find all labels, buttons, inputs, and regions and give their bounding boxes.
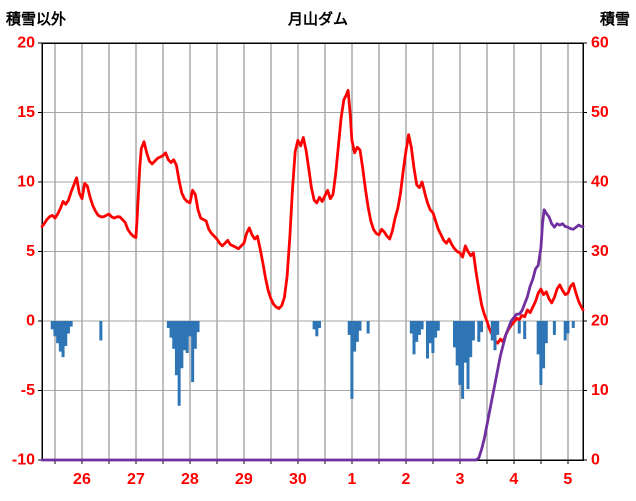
bar-blue-bars <box>180 321 184 369</box>
x-axis-label: 27 <box>127 471 145 488</box>
bar-blue-bars <box>469 321 473 358</box>
bar-blue-bars <box>436 321 440 331</box>
left-axis-label: 20 <box>17 35 35 52</box>
right-axis-label: 60 <box>591 35 609 52</box>
bar-blue-bars <box>315 321 319 337</box>
purple-line <box>40 208 585 462</box>
bar-blue-bars <box>455 321 459 366</box>
bar-blue-bars <box>542 321 546 369</box>
bar-blue-bars <box>523 321 527 340</box>
bar-blue-bars <box>358 321 362 331</box>
bar-blue-bars <box>571 321 575 328</box>
bar-blue-bars <box>99 321 103 341</box>
bar-blue-bars <box>169 321 173 338</box>
bar-blue-bars <box>172 321 176 349</box>
bar-blue-bars <box>188 321 192 337</box>
chart-title: 月山ダム <box>287 11 348 28</box>
left-axis-label: 15 <box>17 104 35 121</box>
bar-blue-bars <box>409 321 413 334</box>
bar-blue-bars <box>66 321 70 334</box>
right-axis-label: 0 <box>591 452 600 469</box>
bar-blue-bars <box>471 321 475 341</box>
bar-blue-bars <box>431 321 435 353</box>
left-axis-label: -10 <box>12 452 35 469</box>
bar-blue-bars <box>412 321 416 355</box>
left-axis-label: 5 <box>26 243 35 260</box>
bar-blue-bars <box>428 321 432 344</box>
left-axis-label: -5 <box>21 382 35 399</box>
right-axis-label: 30 <box>591 243 609 260</box>
bar-blue-bars <box>174 321 178 376</box>
bar-blue-bars <box>539 321 543 385</box>
bar-blue-bars <box>177 321 181 406</box>
left-axis-title: 積雪以外 <box>6 11 67 28</box>
x-axis-label: 26 <box>73 471 91 488</box>
bar-blue-bars <box>318 321 322 328</box>
bar-blue-bars <box>496 321 500 335</box>
right-axis-label: 40 <box>591 174 609 191</box>
bar-blue-bars <box>417 321 421 335</box>
bar-blue-bars <box>50 321 54 330</box>
bar-blue-bars <box>53 321 57 337</box>
bar-blue-bars <box>61 321 65 358</box>
bar-blue-bars <box>64 321 68 347</box>
x-axis-label: 28 <box>181 471 199 488</box>
x-axis-label: 5 <box>563 471 572 488</box>
bar-blue-bars <box>183 321 187 351</box>
bar-blue-bars <box>420 321 424 330</box>
right-axis-title: 積雪 <box>599 11 630 28</box>
bar-blue-bars <box>193 321 197 349</box>
bar-blue-bars <box>536 321 540 355</box>
bar-blue-bars <box>479 321 483 333</box>
bar-blue-bars <box>56 321 60 344</box>
bar-blue-bars <box>355 321 359 342</box>
bar-blue-bars <box>191 321 195 383</box>
bar-blue-bars <box>566 321 570 334</box>
x-axis-label: 30 <box>289 471 307 488</box>
bar-blue-bars <box>563 321 567 341</box>
bar-blue-bars <box>461 321 465 399</box>
right-axis-label: 50 <box>591 104 609 121</box>
bar-blue-bars <box>347 321 351 335</box>
bar-blue-bars <box>58 321 62 352</box>
left-axis-label: 0 <box>26 313 35 330</box>
bar-blue-bars <box>490 321 494 341</box>
bar-blue-bars <box>353 321 357 352</box>
left-axis-label: 10 <box>17 174 35 191</box>
bar-blue-bars <box>366 321 370 334</box>
right-axis-label: 10 <box>591 382 609 399</box>
bar-blue-bars <box>350 321 354 399</box>
bar-blue-bars <box>426 321 430 359</box>
bar-blue-bars <box>458 321 462 385</box>
x-axis-label: 2 <box>401 471 410 488</box>
red-line <box>40 88 585 345</box>
x-axis-label: 1 <box>347 471 356 488</box>
bar-blue-bars <box>452 321 456 348</box>
x-axis-label: 4 <box>509 471 518 488</box>
bar-blue-bars <box>552 321 556 335</box>
bar-blue-bars <box>544 321 548 344</box>
bar-blue-bars <box>466 321 470 390</box>
bar-blue-bars <box>477 321 481 342</box>
bar-blue-bars <box>463 321 467 363</box>
bar-blue-bars <box>312 321 316 330</box>
bar-blue-bars <box>493 321 497 351</box>
bar-blue-bars <box>415 321 419 342</box>
bar-blue-bars <box>166 321 170 328</box>
x-axis-label: 3 <box>455 471 464 488</box>
bar-blue-bars <box>517 321 521 334</box>
bar-blue-bars <box>434 321 438 338</box>
x-axis-label: 29 <box>235 471 253 488</box>
bar-blue-bars <box>69 321 73 327</box>
right-axis-label: 20 <box>591 313 609 330</box>
bar-blue-bars <box>185 321 189 353</box>
bar-blue-bars <box>196 321 200 333</box>
